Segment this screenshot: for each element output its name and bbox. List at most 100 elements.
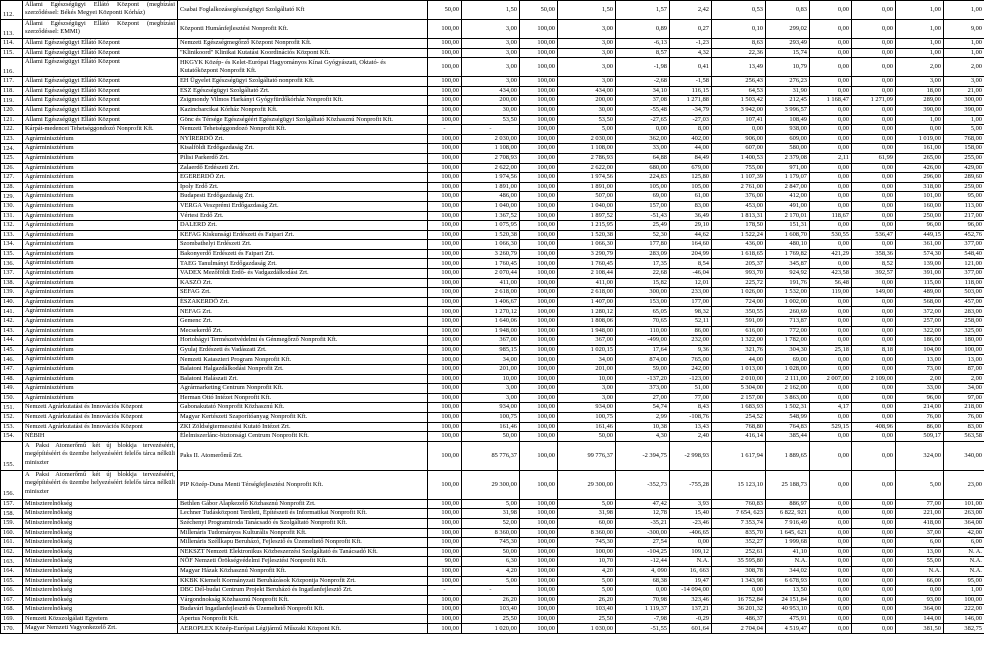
value-cell: 50,00 — [557, 431, 616, 442]
value-cell: 13,00 — [943, 354, 984, 365]
value-cell: 2 622,00 — [461, 162, 520, 174]
table-row: 112. Állami Egészségügyi Ellátó Központ (… — [0, 0, 984, 20]
value-cell: 100,00 — [427, 306, 462, 318]
value-cell: 34,00 — [943, 383, 984, 394]
table-row: 132. Agrárminisztérium DALERD Zrt. 100,00 1 … — [0, 220, 984, 231]
value-cell: 367,00 — [461, 335, 520, 346]
owner-cell: Agrárminisztérium — [22, 306, 178, 318]
value-cell: 2 847,00 — [765, 181, 810, 193]
value-cell: 1 502,31 — [765, 402, 810, 413]
table-row: 118. Állami Egészségügyi Ellátó Központ ES… — [0, 85, 984, 97]
value-cell: 1 813,31 — [711, 210, 766, 222]
table-row: 146. Agrárminisztérium Nemzeti Kataszteri … — [0, 354, 984, 365]
value-cell: 59,00 — [615, 364, 670, 375]
value-cell: -12,44 — [615, 556, 670, 567]
owner-cell: A Paksi Atomerőmű két új blokkja tervezé… — [22, 440, 178, 471]
company-cell: KEFAG Kiskunsági Erdészeti és Faipari Zr… — [177, 229, 428, 241]
value-cell: 0,00 — [851, 613, 896, 625]
value-cell: 201,00 — [557, 364, 616, 375]
value-cell: 0,00 — [809, 537, 852, 548]
owner-cell: Agrárminisztérium — [22, 354, 178, 365]
value-cell: 1 107,39 — [711, 172, 766, 183]
value-cell: 87,00 — [943, 364, 984, 375]
company-cell: TAEG Tanulmányi Erdőgazdaság Zrt. — [177, 258, 428, 270]
value-cell: 27,00 — [615, 392, 670, 404]
company-cell: Herman Ottó Intézet Nonprofit Kft. — [177, 392, 428, 404]
value-cell: 1,00 — [895, 19, 944, 39]
table-row: 131. Agrárminisztérium Vértesi Erdő Zrt. 10… — [0, 210, 984, 222]
value-cell: 86,00 — [895, 421, 944, 433]
value-cell: 1 066,30 — [461, 239, 520, 250]
company-cell: VADEX Mezőföldi Erdő- és Vadgazdálkodási… — [177, 268, 428, 279]
owner-cell: Agrárminisztérium — [22, 133, 178, 145]
value-cell: 13,00 — [895, 546, 944, 558]
value-cell: 100,00 — [427, 594, 462, 606]
company-cell: SEFAG Zrt. — [177, 287, 428, 298]
value-cell: 0,00 — [615, 124, 670, 135]
value-cell: 300,00 — [943, 95, 984, 106]
table-row: 127. Agrárminisztérium EGERERDŐ Zrt. 100,00… — [0, 172, 984, 183]
value-cell: 1 030,00 — [557, 623, 616, 635]
value-cell: 12,78 — [615, 508, 670, 519]
value-cell: 934,00 — [461, 402, 520, 413]
value-cell: 100,00 — [519, 229, 558, 241]
value-cell: 113,00 — [943, 200, 984, 212]
company-cell: Ipoly Erdő Zrt. — [177, 181, 428, 193]
value-cell: 2 030,00 — [461, 133, 520, 145]
owner-cell: Agrárminisztérium — [22, 181, 178, 193]
value-cell: 4,20 — [557, 565, 616, 577]
row-number-cell: 119. — [0, 95, 23, 106]
value-cell: 0,00 — [809, 57, 852, 78]
value-cell: 1 040,00 — [461, 200, 520, 212]
company-cell: Magyar Házak Közhasznú Nonprofit Kft. — [177, 565, 428, 577]
owner-cell: Magyar Nemzeti Vagyonkezelő Zrt. — [22, 623, 178, 635]
owner-cell: Állami Egészségügyi Ellátó Központ — [22, 95, 178, 106]
value-cell: 0,27 — [669, 19, 712, 39]
row-number-cell: 143. — [0, 325, 23, 337]
row-number-cell: 118. — [0, 85, 23, 97]
value-cell: 574,30 — [895, 248, 944, 260]
value-cell: 377,00 — [943, 239, 984, 250]
value-cell: 2,11 — [809, 152, 852, 164]
value-cell: 77,00 — [669, 392, 712, 404]
value-cell: 0,00 — [851, 469, 896, 500]
value-cell: 100,00 — [427, 565, 462, 577]
value-cell: 2 708,93 — [461, 152, 520, 164]
value-cell: 100,00 — [519, 431, 558, 442]
value-cell: 3,00 — [557, 38, 616, 49]
value-cell: 418,00 — [895, 517, 944, 529]
value-cell: 0,00 — [851, 335, 896, 346]
value-cell: 242,00 — [669, 364, 712, 375]
value-cell: 1 400,53 — [711, 152, 766, 164]
value-cell: 100,00 — [519, 411, 558, 423]
value-cell: 434,00 — [461, 85, 520, 97]
owner-cell: Agrárminisztérium — [22, 383, 178, 394]
row-number-cell: 152. — [0, 411, 23, 423]
value-cell: 100,00 — [427, 162, 462, 174]
value-cell: 47,42 — [615, 498, 670, 510]
row-number-cell: 142. — [0, 316, 23, 327]
value-cell: 0,00 — [851, 556, 896, 567]
value-cell: 2 108,44 — [557, 268, 616, 279]
value-cell: 96,00 — [895, 392, 944, 404]
value-cell: 25,50 — [461, 613, 520, 625]
value-cell: 0,00 — [809, 220, 852, 231]
value-cell: 0,00 — [809, 613, 852, 625]
value-cell: 0,00 — [809, 325, 852, 337]
company-cell: ESZ Egészségügyi Szolgáltató Zrt. — [177, 85, 428, 97]
value-cell: 345,87 — [765, 258, 810, 270]
value-cell: 100,00 — [519, 546, 558, 558]
value-cell: 100,00 — [427, 114, 462, 126]
row-number-cell: 145. — [0, 344, 23, 356]
value-cell: 1 343,98 — [711, 575, 766, 587]
value-cell: 13,00 — [895, 354, 944, 365]
value-cell: 100,00 — [519, 613, 558, 625]
value-cell: 580,00 — [765, 143, 810, 154]
value-cell: 100,00 — [519, 623, 558, 635]
value-cell: 1,00 — [895, 114, 944, 126]
company-cell: Várgondnokság Közhasznú Nonprofit Kft. — [177, 594, 428, 606]
table-row: 130. Agrárminisztérium VERGA Veszprémi Erd… — [0, 200, 984, 212]
company-cell: Csabai Foglalkozásegészségügyi Szolgálta… — [177, 0, 428, 20]
company-cell: Vértesi Erdő Zrt. — [177, 210, 428, 222]
row-number-cell: 169. — [0, 613, 23, 625]
